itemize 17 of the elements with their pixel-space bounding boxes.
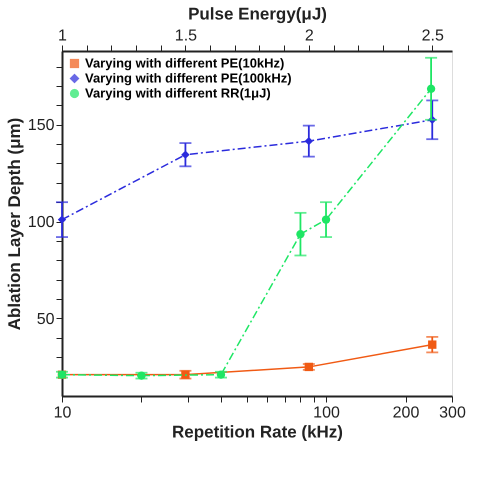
y-axis-title: Ablation Layer Depth (μm) <box>4 118 24 330</box>
legend-label: Varying with different RR(1μJ) <box>85 86 271 100</box>
x2-tick-label: 1.5 <box>174 28 198 44</box>
y-tick-label: 100 <box>28 214 55 232</box>
x2-tick-label: 2.5 <box>422 28 444 44</box>
y-tick-label: 50 <box>36 310 55 328</box>
x2-axis-title: Pulse Energy(μJ) <box>188 4 327 24</box>
x-tick-label: 10 <box>54 404 72 422</box>
x2-tick-label: 1 <box>58 28 68 44</box>
x-tick-label: 200 <box>392 404 420 422</box>
x-tick-label: 100 <box>313 404 340 422</box>
legend-label: Varying with different PE(100kHz) <box>85 70 292 86</box>
x-tick-label: 300 <box>439 404 466 422</box>
y-tick-label: 150 <box>28 117 55 134</box>
legend-label: Varying with different PE(10kHz) <box>85 56 284 70</box>
x2-tick-label: 2 <box>304 28 314 44</box>
x-axis-title: Repetition Rate (kHz) <box>172 422 343 442</box>
